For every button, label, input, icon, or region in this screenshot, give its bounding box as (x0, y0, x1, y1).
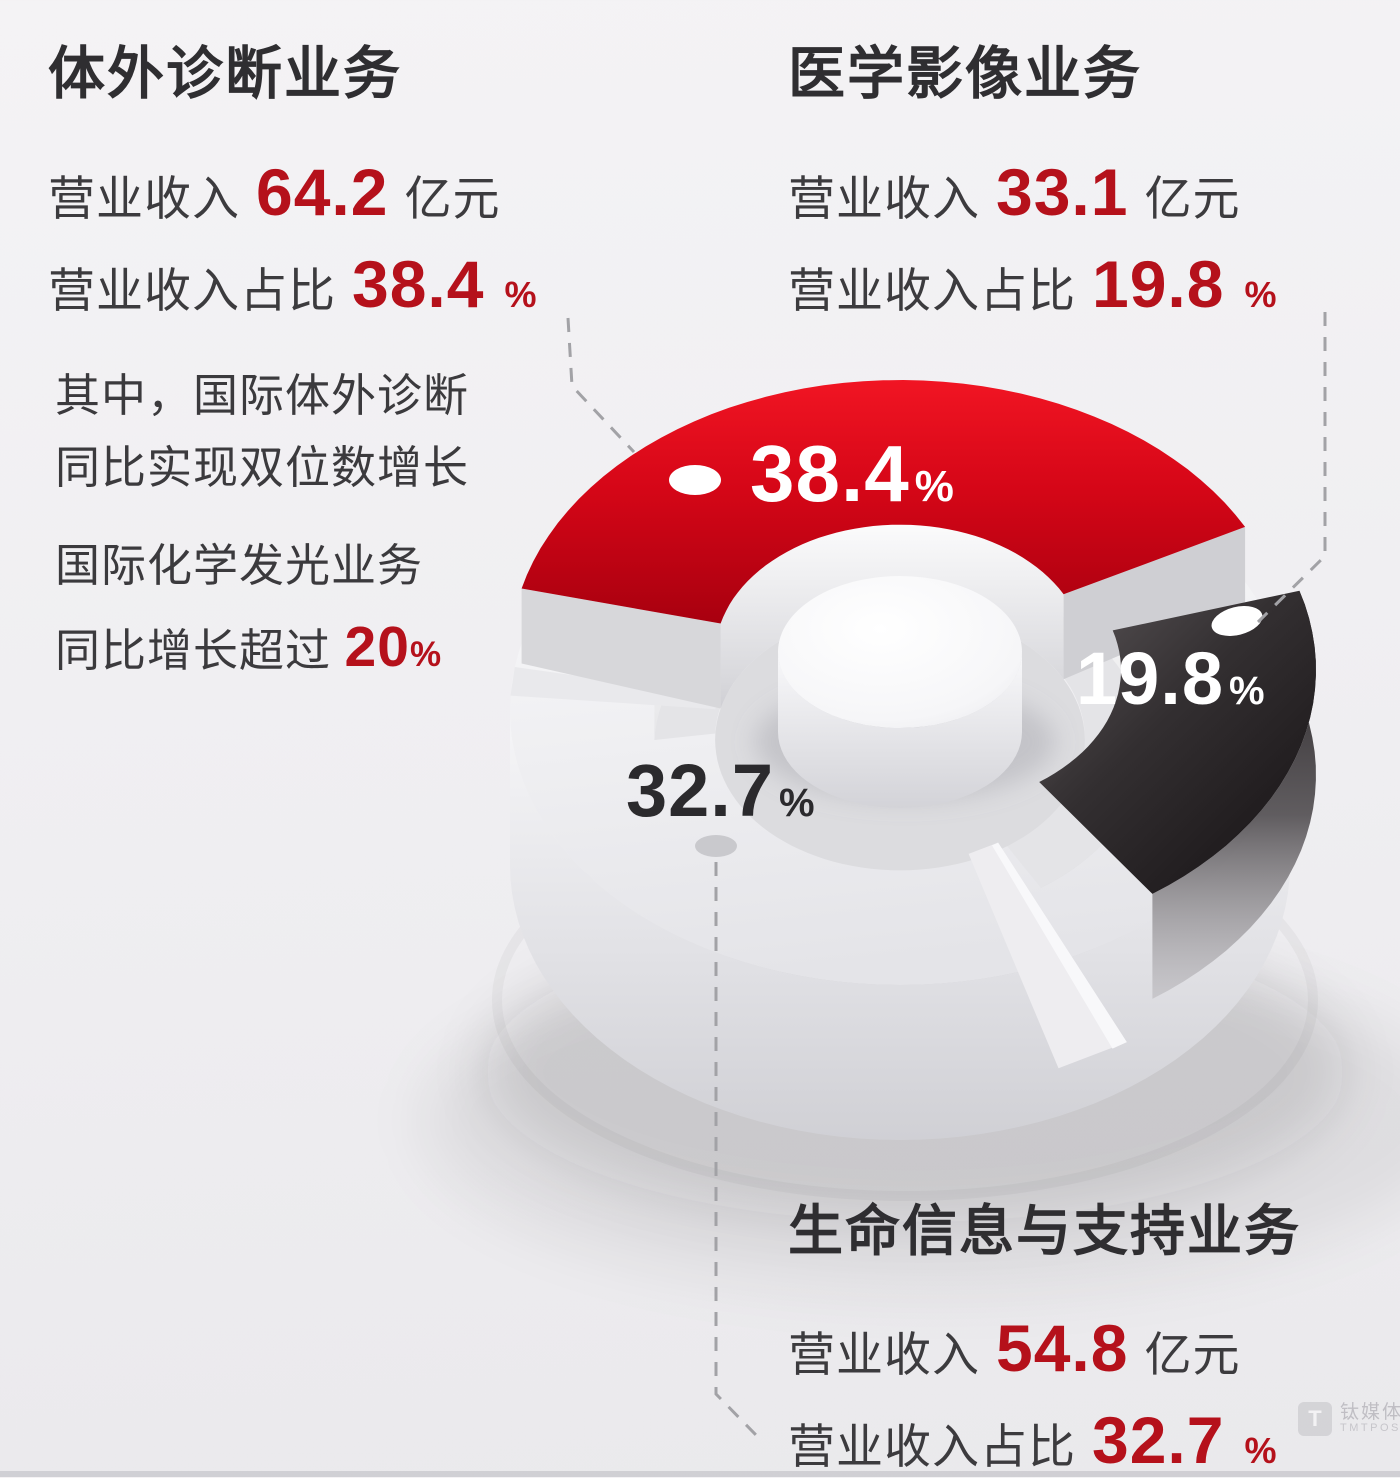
connector-ivd (566, 317, 636, 454)
pmls-share-row: 营业收入占比 32.7 % (788, 1402, 1301, 1478)
donut-center-cylinder (755, 576, 1055, 808)
donut-segments (521, 380, 1316, 999)
note-line-3: 国际化学发光业务 (55, 540, 424, 591)
marker-dot-light (695, 835, 737, 857)
note-growth-value: 20 (344, 615, 410, 679)
pmls-revenue-value: 54.8 (996, 1311, 1129, 1385)
note-growth-unit: % (409, 635, 443, 674)
pie-label-ivd-unit: % (914, 462, 954, 511)
pie-label-pmls-unit: % (779, 781, 815, 825)
ivd-title: 体外诊断业务 (48, 42, 402, 106)
ivd-share-label: 营业收入占比 (48, 264, 336, 317)
marker-dot-red (669, 465, 721, 495)
imaging-revenue-value: 33.1 (996, 155, 1129, 229)
connector-imaging (1256, 312, 1327, 624)
ivd-share-value: 38.4 (352, 247, 485, 321)
imaging-revenue-row: 营业收入 33.1 亿元 (788, 154, 1276, 230)
pie-label-ivd: 38.4 % (750, 428, 954, 520)
pie-label-ivd-value: 38.4 (750, 429, 910, 518)
pmls-revenue-row: 营业收入 54.8 亿元 (788, 1310, 1301, 1386)
note-international: 其中，国际体外诊断 同比实现双位数增长 国际化学发光业务 同比增长超过 20% (55, 360, 469, 693)
ivd-share-row: 营业收入占比 38.4 % (48, 246, 536, 322)
block-ivd: 体外诊断业务 营业收入 64.2 亿元 营业收入占比 38.4 % (48, 28, 536, 322)
block-imaging: 医学影像业务 营业收入 33.1 亿元 营业收入占比 19.8 % (788, 28, 1276, 322)
pie-label-imaging-unit: % (1229, 669, 1265, 713)
watermark-subtext: TMTPOST (1340, 1422, 1400, 1435)
pmls-title: 生命信息与支持业务 (788, 1200, 1302, 1262)
pmls-revenue-label: 营业收入 (788, 1328, 980, 1381)
imaging-revenue-unit: 亿元 (1144, 172, 1241, 225)
note-line-1: 其中，国际体外诊断 (55, 370, 470, 421)
pie-label-pmls: 32.7 % (626, 748, 815, 833)
imaging-share-label: 营业收入占比 (788, 264, 1076, 317)
note-line-4-prefix: 同比增长超过 (55, 625, 332, 676)
bottom-edge-strip (0, 1471, 1400, 1477)
watermark-brand: 钛媒体 (1340, 1402, 1400, 1424)
ivd-revenue-unit: 亿元 (404, 172, 501, 225)
pie-label-pmls-value: 32.7 (626, 749, 775, 832)
imaging-revenue-label: 营业收入 (788, 172, 980, 225)
pmls-share-value: 32.7 (1092, 1403, 1225, 1477)
watermark-logo-icon: T (1298, 1402, 1332, 1436)
watermark: T 钛媒体 TMTPOST (1298, 1402, 1400, 1436)
pie-label-imaging: 19.8 % (1076, 636, 1265, 721)
note-line-2: 同比实现双位数增长 (55, 442, 470, 493)
ivd-revenue-value: 64.2 (256, 155, 389, 229)
pmls-share-label: 营业收入占比 (788, 1420, 1076, 1473)
pmls-share-unit: % (1244, 1430, 1277, 1471)
ivd-revenue-row: 营业收入 64.2 亿元 (48, 154, 536, 230)
imaging-title: 医学影像业务 (788, 42, 1142, 106)
imaging-share-value: 19.8 (1092, 247, 1225, 321)
connector-pmls (714, 862, 759, 1438)
ivd-share-unit: % (504, 274, 537, 315)
marker-dot-dark (1211, 606, 1263, 636)
note-line-4: 同比增长超过 20% (55, 602, 469, 693)
pmls-revenue-unit: 亿元 (1144, 1328, 1241, 1381)
ivd-revenue-label: 营业收入 (48, 172, 240, 225)
block-pmls: 生命信息与支持业务 营业收入 54.8 亿元 营业收入占比 32.7 % (788, 1186, 1301, 1478)
imaging-share-row: 营业收入占比 19.8 % (788, 246, 1276, 322)
imaging-share-unit: % (1244, 274, 1277, 315)
pie-label-imaging-value: 19.8 (1076, 637, 1225, 720)
